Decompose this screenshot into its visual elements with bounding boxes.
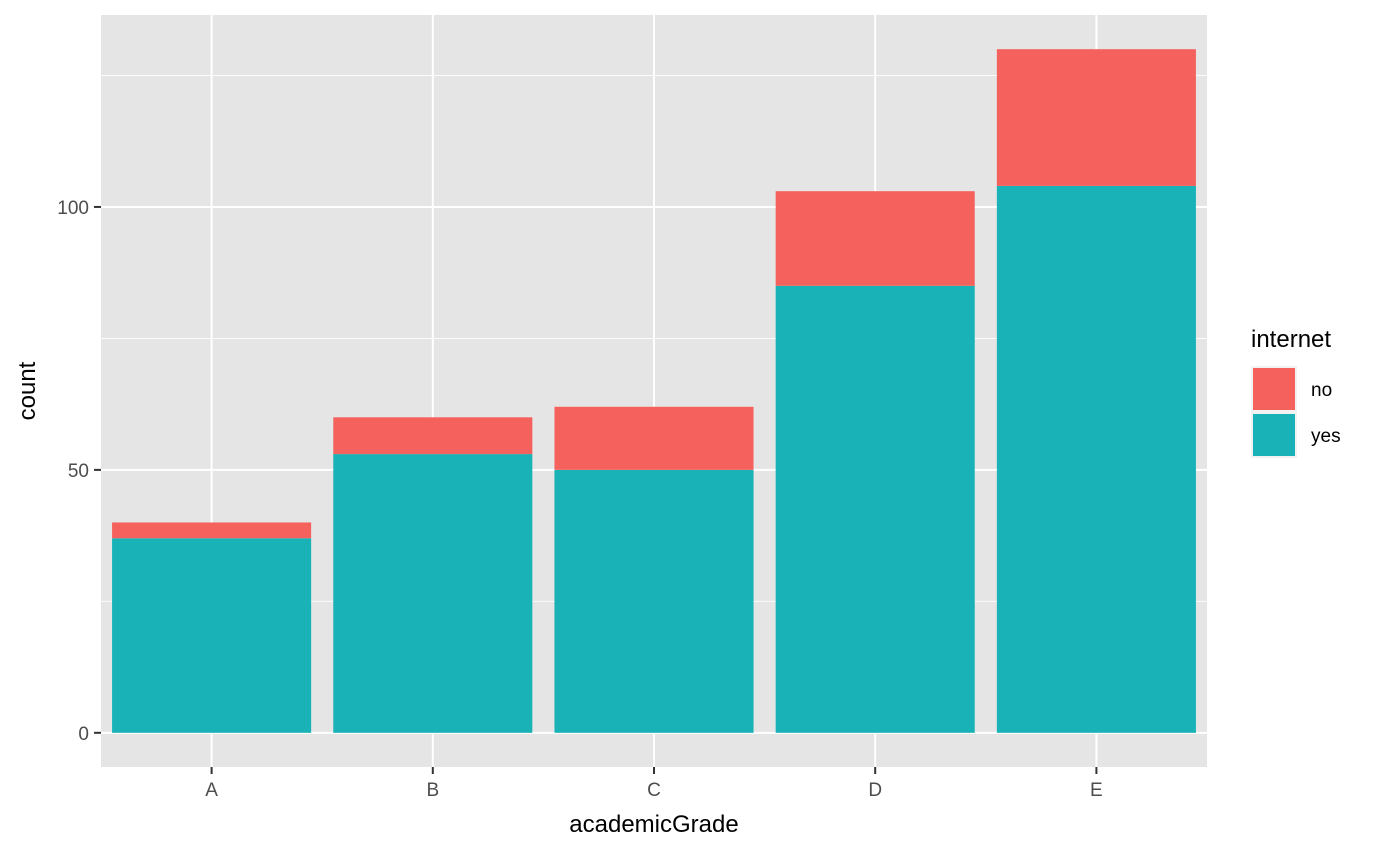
x-tick-label: B bbox=[426, 780, 439, 801]
bar-E-yes bbox=[996, 185, 1196, 733]
bars bbox=[112, 49, 1196, 733]
legend: internet no yes bbox=[1251, 326, 1341, 458]
legend-swatch-yes bbox=[1253, 414, 1295, 456]
bar-A-no bbox=[112, 522, 312, 539]
x-tick-label: A bbox=[205, 780, 218, 801]
legend-title: internet bbox=[1251, 326, 1331, 353]
x-tick-label: D bbox=[868, 780, 882, 801]
y-tick-label: 100 bbox=[57, 198, 89, 219]
legend-label-yes: yes bbox=[1311, 426, 1341, 447]
x-tick-label: C bbox=[647, 780, 661, 801]
x-axis-title: academicGrade bbox=[569, 811, 738, 838]
bar-A-yes bbox=[112, 538, 312, 733]
bar-B-yes bbox=[333, 454, 533, 733]
bar-E-no bbox=[996, 49, 1196, 186]
x-axis: A B C D E bbox=[205, 767, 1103, 801]
bar-C-yes bbox=[554, 469, 754, 733]
legend-swatch-no bbox=[1253, 368, 1295, 410]
y-axis-title: count bbox=[14, 361, 41, 420]
y-tick-label: 0 bbox=[78, 724, 89, 745]
y-tick-label: 50 bbox=[68, 461, 89, 482]
bar-D-yes bbox=[775, 285, 975, 733]
legend-label-no: no bbox=[1311, 380, 1332, 401]
x-tick-label: E bbox=[1090, 780, 1103, 801]
bar-D-no bbox=[775, 191, 975, 286]
y-axis: 0 50 100 bbox=[57, 198, 101, 745]
bar-B-no bbox=[333, 417, 533, 455]
bar-C-no bbox=[554, 406, 754, 470]
